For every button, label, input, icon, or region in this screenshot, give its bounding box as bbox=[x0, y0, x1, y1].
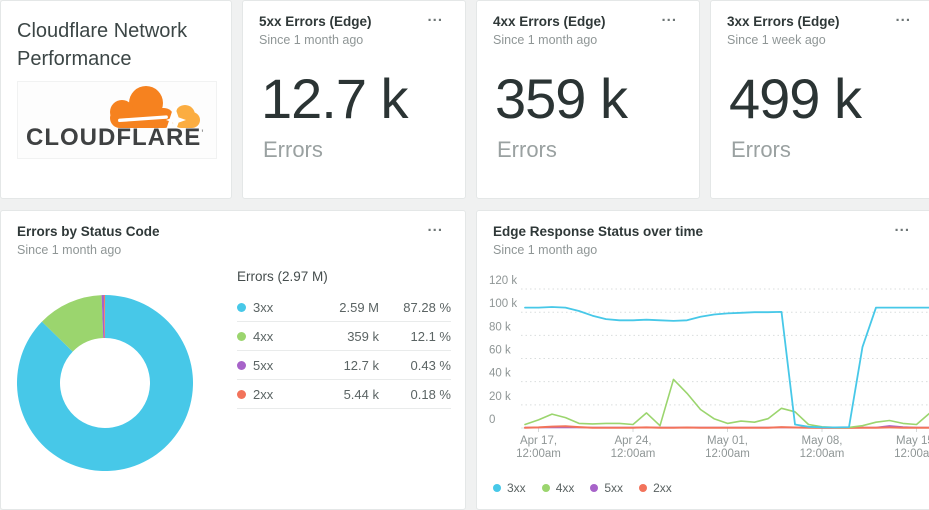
series-percent: 87.28 % bbox=[403, 299, 451, 315]
legend-table-header: Errors (2.97 M) bbox=[237, 269, 328, 284]
legend-color-dot bbox=[590, 484, 599, 492]
series-percent: 0.18 % bbox=[410, 386, 451, 402]
errors-by-status-code-card: Errors by Status Code Since 1 month ago … bbox=[0, 210, 466, 510]
stat-value: 499 k bbox=[729, 67, 862, 130]
series-color-dot bbox=[237, 389, 246, 399]
legend-item-2xx[interactable]: 2xx bbox=[639, 481, 672, 495]
series-color-dot bbox=[237, 360, 246, 370]
donut-slice-2xx[interactable] bbox=[103, 295, 105, 339]
series-value: 12.7 k bbox=[343, 357, 379, 373]
stat-card-subtitle: Since 1 week ago bbox=[727, 33, 826, 47]
legend-label: 2xx bbox=[653, 481, 672, 495]
stat-value: 12.7 k bbox=[261, 67, 409, 130]
line-chart-legend: 3xx 4xx 5xx 2xx bbox=[493, 481, 672, 495]
status-row-5xx[interactable]: 5xx 12.7 k 0.43 % bbox=[237, 351, 451, 380]
series-value: 5.44 k bbox=[343, 386, 379, 402]
stat-card-subtitle: Since 1 month ago bbox=[493, 33, 598, 47]
x-axis-label: Apr 24, 12:00am bbox=[611, 435, 656, 460]
stat-card-title: 4xx Errors (Edge) bbox=[493, 14, 606, 29]
card-menu-icon[interactable]: ... bbox=[427, 8, 443, 25]
legend-color-dot bbox=[541, 484, 550, 492]
series-name: 3xx bbox=[253, 299, 274, 315]
series-color-dot bbox=[237, 302, 246, 312]
status-code-legend-table: Errors (2.97 M) 3xx 2.59 M 87.28 % 4xx 359 k… bbox=[237, 269, 451, 409]
series-color-dot bbox=[237, 331, 246, 341]
series-percent: 0.43 % bbox=[410, 357, 451, 373]
stat-value: 359 k bbox=[495, 67, 628, 130]
y-axis-label: 100 k bbox=[489, 298, 517, 310]
series-name: 5xx bbox=[253, 357, 274, 373]
cloudflare-wordmark: CLOUDFLARE' bbox=[26, 124, 205, 151]
edge-response-status-card: Edge Response Status over time Since 1 m… bbox=[476, 210, 929, 510]
stat-card-title: 5xx Errors (Edge) bbox=[259, 14, 372, 29]
dashboard-title: Cloudflare Network Performance bbox=[17, 20, 188, 70]
cloudflare-cloud-icon bbox=[110, 86, 200, 131]
line-card-subtitle: Since 1 month ago bbox=[493, 243, 598, 257]
series-line-2xx bbox=[524, 425, 929, 429]
dashboard-header-card: Cloudflare Network Performance CLOUDFLAR… bbox=[0, 0, 232, 199]
x-axis-label: May 15,12:00am bbox=[894, 435, 929, 460]
status-row-4xx[interactable]: 4xx 359 k 12.1 % bbox=[237, 322, 451, 351]
donut-card-subtitle: Since 1 month ago bbox=[17, 243, 122, 257]
cloudflare-logo: CLOUDFLARE' bbox=[17, 81, 217, 159]
x-axis-label: Apr 17, 12:00am bbox=[516, 435, 561, 460]
stat-unit-label: Errors bbox=[497, 137, 557, 162]
donut-slice-3xx[interactable] bbox=[16, 295, 194, 471]
line-chart[interactable]: 120 k 100 k 80 k 60 k 40 k 20 k 0 Apr 17, 12:00a… bbox=[477, 263, 929, 468]
series-line-4xx bbox=[524, 378, 929, 429]
y-axis-label: 80 k bbox=[489, 321, 511, 333]
trademark-mark: ' bbox=[201, 128, 205, 138]
y-axis-label: 120 k bbox=[489, 275, 517, 287]
donut-slice-5xx[interactable] bbox=[101, 295, 105, 339]
card-menu-icon[interactable]: ... bbox=[895, 8, 911, 25]
series-percent: 12.1 % bbox=[410, 328, 451, 344]
stat-unit-label: Errors bbox=[263, 137, 323, 162]
legend-item-4xx[interactable]: 4xx bbox=[541, 481, 575, 495]
legend-color-dot bbox=[493, 484, 501, 492]
series-name: 2xx bbox=[253, 386, 274, 402]
donut-chart[interactable] bbox=[13, 291, 197, 475]
stat-card-title: 3xx Errors (Edge) bbox=[727, 14, 840, 29]
stat-unit-label: Errors bbox=[731, 137, 791, 162]
legend-item-5xx[interactable]: 5xx bbox=[590, 481, 623, 495]
stat-card-4xx-errors: 4xx Errors (Edge) Since 1 month ago ... … bbox=[476, 0, 700, 199]
donut-slice-4xx[interactable] bbox=[41, 295, 104, 352]
series-line-3xx bbox=[524, 306, 929, 429]
card-menu-icon[interactable]: ... bbox=[661, 8, 677, 25]
x-axis-label: May 01, 12:00am bbox=[705, 435, 750, 460]
stat-card-3xx-errors: 3xx Errors (Edge) Since 1 week ago ... 4… bbox=[710, 0, 929, 199]
legend-label: 3xx bbox=[507, 481, 526, 495]
card-menu-icon[interactable]: ... bbox=[427, 218, 443, 235]
series-name: 4xx bbox=[253, 328, 274, 344]
stat-card-5xx-errors: 5xx Errors (Edge) Since 1 month ago ... … bbox=[242, 0, 466, 199]
line-card-title: Edge Response Status over time bbox=[493, 224, 704, 239]
status-row-2xx[interactable]: 2xx 5.44 k 0.18 % bbox=[237, 380, 451, 409]
donut-card-title: Errors by Status Code bbox=[17, 224, 160, 239]
legend-item-3xx[interactable]: 3xx bbox=[493, 481, 526, 495]
series-value: 359 k bbox=[347, 328, 379, 344]
status-row-3xx[interactable]: 3xx 2.59 M 87.28 % bbox=[237, 293, 451, 322]
y-axis-label: 20 k bbox=[489, 391, 511, 403]
legend-label: 5xx bbox=[604, 481, 624, 495]
series-value: 2.59 M bbox=[339, 299, 379, 315]
legend-label: 4xx bbox=[555, 481, 575, 495]
card-menu-icon[interactable]: ... bbox=[894, 218, 910, 235]
y-axis-label: 40 k bbox=[489, 368, 511, 380]
x-axis-label: May 08, 12:00am bbox=[800, 435, 845, 460]
legend-color-dot bbox=[639, 484, 648, 492]
stat-card-subtitle: Since 1 month ago bbox=[259, 33, 364, 47]
y-axis-label: 0 bbox=[489, 414, 495, 426]
y-axis-label: 60 k bbox=[489, 345, 511, 357]
